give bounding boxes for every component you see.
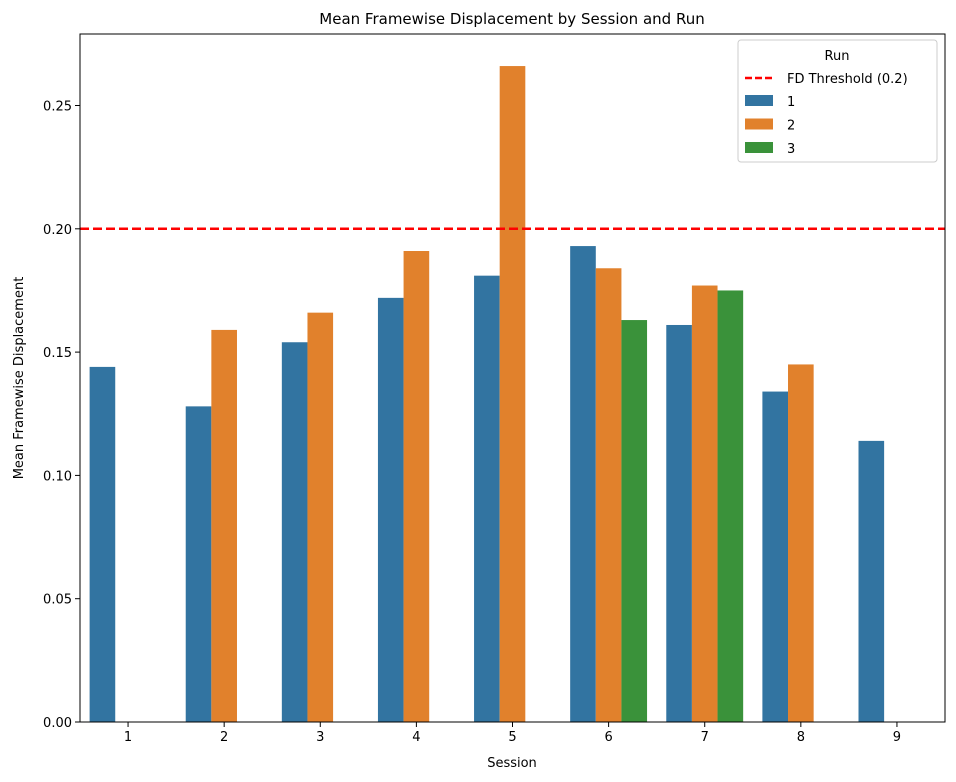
- legend-label-run-1: 1: [787, 95, 795, 110]
- x-tick-label: 1: [124, 730, 132, 745]
- bar-session-4-run-1: [377, 297, 404, 722]
- legend-title: Run: [825, 49, 850, 64]
- bar-session-5-run-1: [474, 275, 500, 722]
- bar-session-4-run-2: [403, 251, 430, 722]
- legend-swatch-run-3: [745, 142, 773, 153]
- y-tick-label: 0.05: [43, 593, 72, 608]
- x-tick-label: 7: [701, 730, 709, 745]
- y-axis-label: Mean Framewise Displacement: [12, 277, 27, 480]
- bar-session-8-run-2: [788, 364, 814, 722]
- x-tick-label: 3: [316, 730, 324, 745]
- legend-label-run-2: 2: [787, 119, 795, 134]
- x-axis-label: Session: [487, 756, 537, 771]
- legend-swatch-run-1: [745, 95, 773, 106]
- x-tick-label: 6: [604, 730, 612, 745]
- bar-session-9-run-1: [858, 440, 885, 722]
- bar-session-3-run-2: [307, 312, 334, 722]
- y-tick-label: 0.25: [43, 100, 72, 115]
- bar-session-7-run-1: [666, 324, 692, 722]
- y-tick-label: 0.10: [43, 469, 72, 484]
- legend: Run FD Threshold (0.2) 1 2 3: [737, 39, 938, 163]
- bar-session-8-run-1: [762, 391, 789, 722]
- bar-session-3-run-1: [281, 342, 308, 722]
- legend-threshold-label: FD Threshold (0.2): [787, 72, 908, 87]
- bar-session-6-run-3: [621, 320, 648, 722]
- plot-frame: [79, 33, 946, 723]
- x-tick-label: 2: [220, 730, 228, 745]
- x-tick-label: 4: [412, 730, 420, 745]
- chart-title: Mean Framewise Displacement by Session a…: [319, 10, 704, 28]
- y-tick-label: 0.15: [43, 346, 72, 361]
- bar-session-6-run-1: [570, 246, 596, 722]
- x-tick-label: 9: [893, 730, 901, 745]
- y-tick-label: 0.00: [43, 716, 72, 731]
- bar-session-2-run-2: [211, 329, 237, 722]
- bar-session-7-run-2: [691, 285, 718, 722]
- bar-session-1-run-1: [89, 366, 116, 722]
- bar-session-2-run-1: [185, 406, 212, 722]
- bar-session-5-run-2: [499, 66, 526, 722]
- bar-session-6-run-2: [595, 268, 622, 722]
- bar-session-7-run-3: [717, 290, 744, 722]
- x-tick-label: 5: [508, 730, 516, 745]
- x-tick-label: 8: [797, 730, 805, 745]
- y-tick-label: 0.20: [43, 223, 72, 238]
- legend-swatch-run-2: [745, 118, 773, 130]
- legend-label-run-3: 3: [787, 142, 795, 157]
- legend-box: [737, 39, 938, 163]
